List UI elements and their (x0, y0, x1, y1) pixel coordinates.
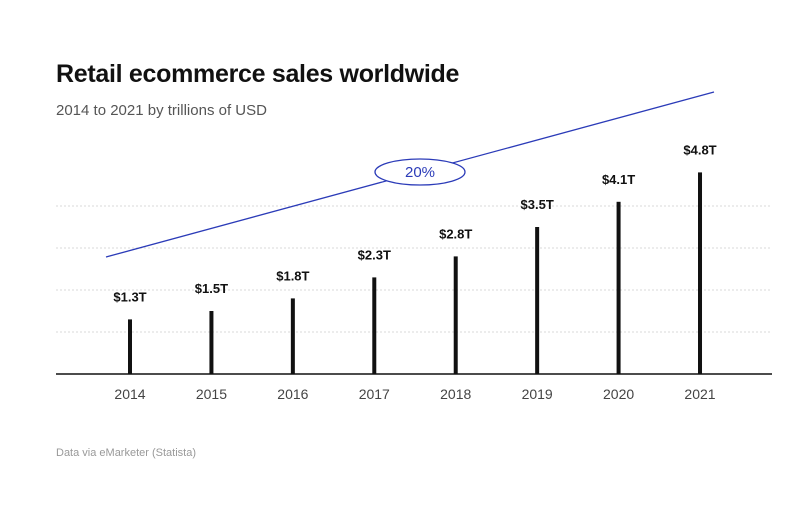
x-tick-label-2015: 2015 (196, 386, 227, 402)
chart-subtitle: 2014 to 2021 by trillions of USD (56, 102, 267, 119)
bar-2014 (128, 319, 132, 374)
data-label-2021: $4.8T (683, 142, 716, 157)
x-tick-labels: 2014 2015 2016 2017 2018 2019 2020 2021 (114, 386, 715, 402)
grid-lines (56, 205, 772, 333)
data-label-2018: $2.8T (439, 226, 472, 241)
data-label-2016: $1.8T (276, 268, 309, 283)
x-tick-label-2020: 2020 (603, 386, 634, 402)
bar-2015 (209, 311, 214, 374)
bar-2020 (616, 201, 621, 374)
x-tick-label-2017: 2017 (359, 386, 390, 402)
x-tick-label-2014: 2014 (114, 386, 145, 402)
data-label-2015: $1.5T (195, 281, 228, 296)
bars (128, 172, 703, 374)
bar-2019 (535, 227, 540, 374)
data-labels: $1.3T $1.5T $1.8T $2.3T $2.8T $3.5T $4.1T $4.8T (113, 142, 716, 304)
data-label-2017: $2.3T (358, 247, 391, 262)
source-note: Data via eMarketer (Statista) (56, 447, 196, 459)
annotation-ellipse (374, 158, 466, 186)
x-tick-label-2021: 2021 (684, 386, 715, 402)
growth-annotation: 20% (374, 158, 466, 186)
bar-2017 (372, 277, 377, 374)
x-tick-label-2018: 2018 (440, 386, 471, 402)
annotation-label: 20% (405, 164, 435, 181)
data-label-2014: $1.3T (113, 289, 146, 304)
bar-2021 (698, 172, 703, 374)
bar-2018 (453, 256, 458, 374)
data-label-2019: $3.5T (521, 197, 554, 212)
x-tick-label-2016: 2016 (277, 386, 308, 402)
chart-title: Retail ecommerce sales worldwide (56, 60, 460, 88)
bar-2016 (290, 298, 295, 374)
data-label-2020: $4.1T (602, 172, 635, 187)
x-tick-label-2019: 2019 (522, 386, 553, 402)
